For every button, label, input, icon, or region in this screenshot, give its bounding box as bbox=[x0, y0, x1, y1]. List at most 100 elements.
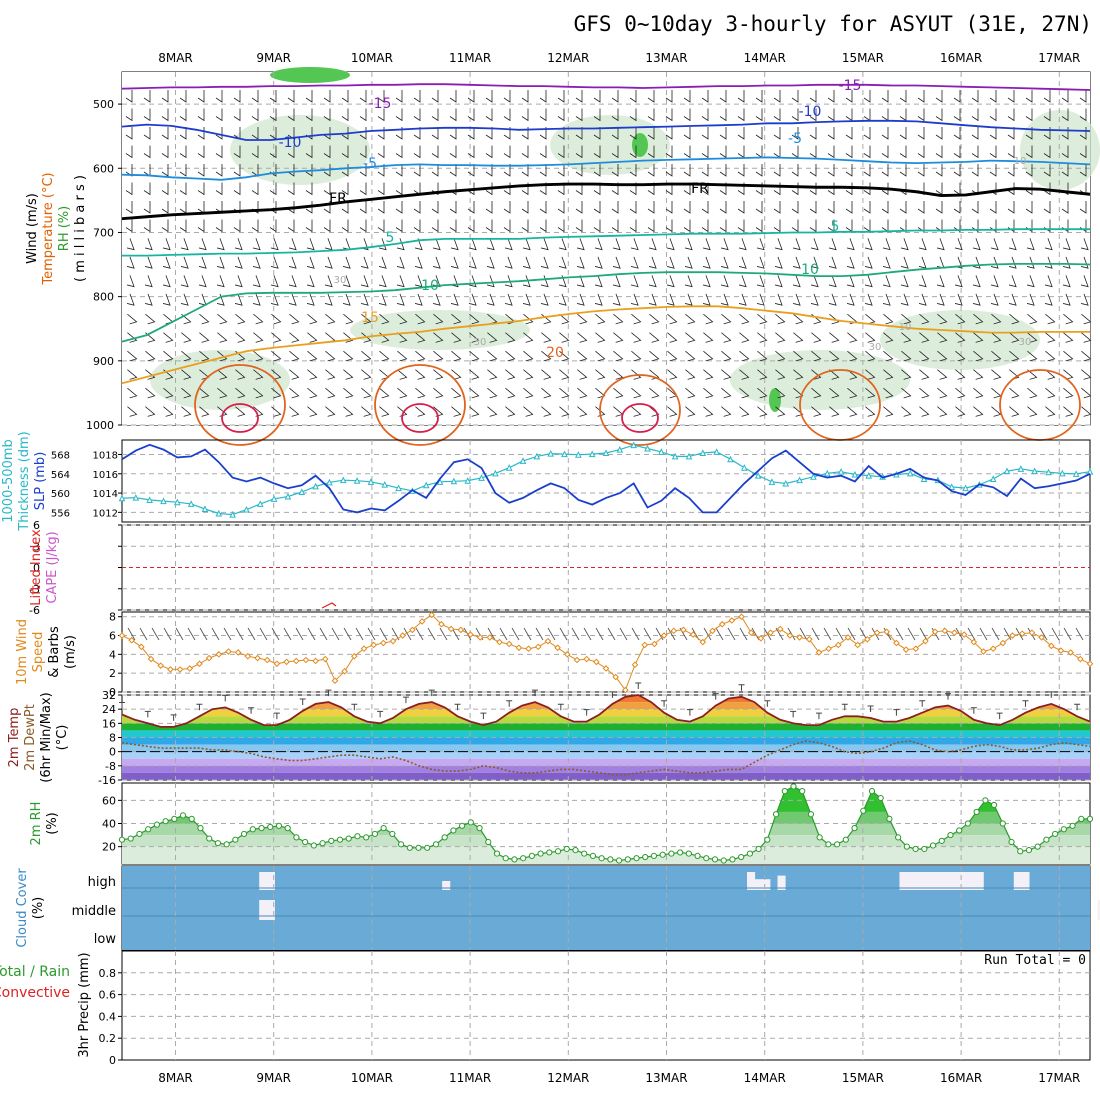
wind-barb bbox=[845, 90, 853, 103]
wind-barb bbox=[647, 201, 655, 214]
thickness-marker bbox=[685, 452, 693, 460]
date-label-bottom: 11MAR bbox=[449, 1071, 491, 1085]
wind-barb bbox=[827, 127, 835, 140]
wind-barb bbox=[827, 164, 835, 177]
wind-barb bbox=[234, 293, 243, 306]
wind-barb bbox=[181, 369, 192, 380]
wind-barb bbox=[433, 350, 444, 362]
wind-barb bbox=[756, 256, 765, 269]
wind-speed-marker bbox=[689, 631, 697, 638]
wind-barb bbox=[143, 108, 151, 122]
rh-marker bbox=[1086, 815, 1094, 822]
run-total: Run Total = 0 bbox=[984, 953, 1086, 968]
wind-barb bbox=[989, 201, 997, 214]
wind-barb bbox=[253, 387, 264, 399]
thickness-marker bbox=[505, 464, 513, 471]
wind-barb bbox=[611, 182, 619, 196]
wind-barb bbox=[295, 627, 304, 641]
wind-barb bbox=[1062, 256, 1071, 269]
rh-marker bbox=[581, 850, 588, 857]
wind-barb bbox=[377, 145, 385, 159]
wind-barb bbox=[503, 201, 511, 214]
wind-barb bbox=[325, 313, 336, 325]
wind-barb bbox=[1079, 145, 1087, 159]
wind-barb bbox=[215, 127, 223, 140]
thickness-marker bbox=[298, 488, 306, 496]
contour-label: 30 bbox=[334, 275, 347, 286]
wind-barb bbox=[720, 275, 729, 288]
wind-barb bbox=[251, 127, 259, 140]
wind-barb bbox=[503, 127, 511, 140]
slp-line bbox=[121, 443, 1091, 514]
wind-barb bbox=[181, 350, 192, 362]
wind-speed-marker bbox=[254, 654, 261, 662]
date-label-bottom: 9MAR bbox=[256, 1071, 291, 1085]
wind-barb bbox=[433, 369, 444, 380]
wind-barb bbox=[881, 164, 889, 177]
wind-barb bbox=[197, 164, 205, 177]
rh-marker bbox=[982, 797, 989, 804]
wind-barb bbox=[503, 164, 511, 177]
wind-barb bbox=[1027, 387, 1038, 399]
wind-barb bbox=[467, 201, 475, 214]
wind-barb bbox=[630, 256, 639, 269]
wind-barb bbox=[180, 238, 189, 251]
cloud-high-cell bbox=[762, 879, 771, 890]
wind-speed-marker bbox=[999, 639, 1007, 647]
wind-barb bbox=[431, 164, 439, 177]
cloud-high-cell bbox=[266, 872, 275, 890]
wind-speed-marker bbox=[370, 641, 377, 649]
rh-marker bbox=[615, 857, 623, 864]
wind-barb bbox=[701, 127, 709, 140]
wind-barb bbox=[179, 182, 187, 196]
rh-marker bbox=[816, 834, 823, 841]
wind-barb bbox=[954, 238, 963, 251]
wind-barb bbox=[235, 332, 246, 343]
y-tick-label: 32 bbox=[102, 689, 116, 702]
wind-barb bbox=[216, 238, 225, 251]
wind-barb bbox=[846, 256, 855, 269]
rh-marker bbox=[877, 794, 884, 802]
wind-barb bbox=[846, 238, 855, 251]
wind-barb bbox=[269, 145, 277, 159]
wind-barb bbox=[989, 164, 997, 177]
minmax-whisker bbox=[583, 709, 590, 716]
wind-barb bbox=[1061, 201, 1069, 214]
wind-barb bbox=[774, 293, 783, 306]
wind-barb bbox=[540, 238, 549, 251]
wind-barb bbox=[973, 387, 984, 399]
wind-barb bbox=[1027, 406, 1038, 417]
thickness-marker bbox=[754, 472, 762, 479]
wind-barb bbox=[216, 256, 225, 269]
wind-barb bbox=[901, 332, 912, 343]
wind-barb bbox=[719, 127, 727, 140]
wind-barb bbox=[522, 256, 531, 269]
wind-barb bbox=[413, 219, 421, 233]
wind-speed-marker bbox=[980, 648, 987, 655]
wind-barb bbox=[397, 387, 408, 399]
wind-barb bbox=[427, 627, 436, 641]
panel-frame bbox=[121, 439, 1091, 523]
wind-speed-marker bbox=[1086, 660, 1094, 668]
wind-barb bbox=[1061, 90, 1069, 103]
wind-speed-marker bbox=[234, 649, 242, 656]
wind-barb bbox=[667, 627, 676, 641]
wind-barb bbox=[144, 293, 153, 306]
wind-barb bbox=[395, 127, 403, 140]
wind-barb bbox=[793, 332, 804, 343]
wind-barb bbox=[1061, 108, 1069, 122]
wind-barb bbox=[918, 293, 927, 306]
wind-barb bbox=[1080, 256, 1089, 269]
wind-barb bbox=[233, 182, 241, 196]
wind-barb bbox=[953, 108, 961, 122]
wind-barb bbox=[881, 90, 889, 103]
rh-marker bbox=[476, 825, 483, 832]
wind-barb bbox=[1026, 256, 1035, 269]
wind-barb bbox=[864, 238, 873, 251]
isotherm-line bbox=[122, 228, 1090, 257]
panel-label: & Barbs bbox=[47, 626, 62, 678]
wind-barb bbox=[1043, 108, 1051, 122]
wind-speed-marker bbox=[970, 638, 978, 646]
cloud-middle-cell bbox=[266, 900, 275, 920]
